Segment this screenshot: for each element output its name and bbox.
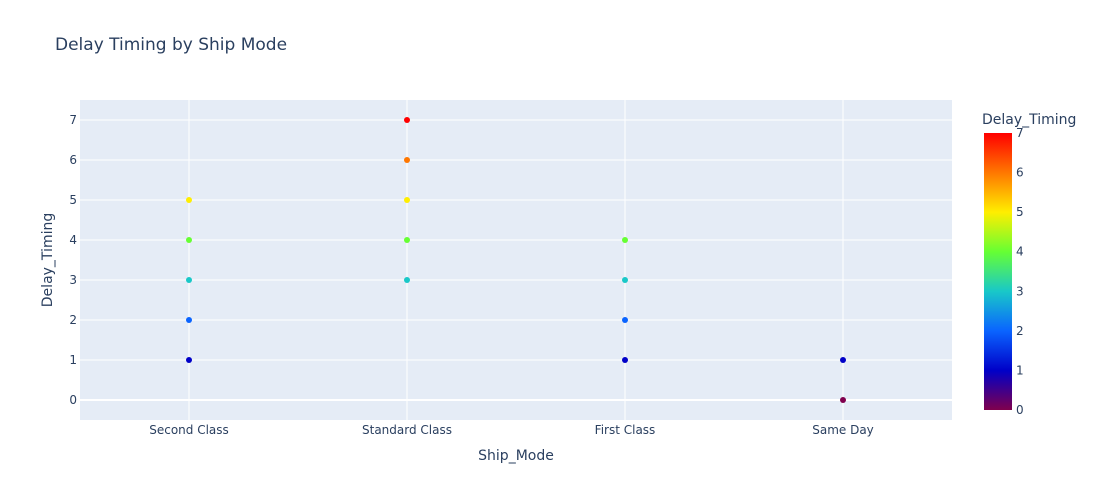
- data-point: [404, 157, 410, 163]
- colorbar-tick-label: 5: [1016, 205, 1024, 219]
- data-point: [622, 277, 628, 283]
- data-point: [404, 117, 410, 123]
- y-tick-label: 7: [69, 113, 77, 127]
- colorbar-tick-label: 1: [1016, 363, 1024, 377]
- gridlines: [80, 100, 952, 420]
- colorbar-tick-label: 7: [1016, 126, 1024, 140]
- data-point: [622, 237, 628, 243]
- y-tick-label: 1: [69, 353, 77, 367]
- data-point: [622, 357, 628, 363]
- data-point: [186, 277, 192, 283]
- colorbar-tick-label: 2: [1016, 324, 1024, 338]
- colorbar-ticks: 0 1 2 3 4 5 6 7: [1016, 126, 1024, 417]
- data-point: [404, 197, 410, 203]
- y-tick-label: 5: [69, 193, 77, 207]
- colorbar-tick-label: 4: [1016, 245, 1024, 259]
- data-point: [186, 197, 192, 203]
- x-axis-title: Ship_Mode: [478, 448, 554, 464]
- data-point: [404, 277, 410, 283]
- colorbar: [984, 133, 1012, 410]
- y-axis-title: Delay_Timing: [40, 213, 56, 307]
- x-tick-label: Second Class: [149, 423, 229, 437]
- y-tick-label: 2: [69, 313, 77, 327]
- x-axis-ticks: Second Class Standard Class First Class Sam…: [149, 423, 874, 437]
- data-point: [840, 397, 846, 403]
- data-point: [186, 357, 192, 363]
- y-tick-label: 6: [69, 153, 77, 167]
- y-tick-label: 3: [69, 273, 77, 287]
- x-tick-label: Same Day: [812, 423, 874, 437]
- data-point: [840, 357, 846, 363]
- y-tick-label: 4: [69, 233, 77, 247]
- plot-area: [80, 100, 952, 420]
- x-tick-label: Standard Class: [362, 423, 452, 437]
- data-point: [186, 317, 192, 323]
- data-point: [622, 317, 628, 323]
- data-points: [186, 117, 846, 403]
- y-tick-label: 0: [69, 393, 77, 407]
- data-point: [186, 237, 192, 243]
- data-point: [404, 237, 410, 243]
- colorbar-tick-label: 3: [1016, 284, 1024, 298]
- colorbar-tick-label: 0: [1016, 403, 1024, 417]
- y-axis-ticks: 0 1 2 3 4 5 6 7: [69, 113, 77, 407]
- x-tick-label: First Class: [595, 423, 656, 437]
- colorbar-tick-label: 6: [1016, 166, 1024, 180]
- chart-title: Delay Timing by Ship Mode: [55, 35, 287, 55]
- colorbar-title: Delay_Timing: [982, 112, 1076, 128]
